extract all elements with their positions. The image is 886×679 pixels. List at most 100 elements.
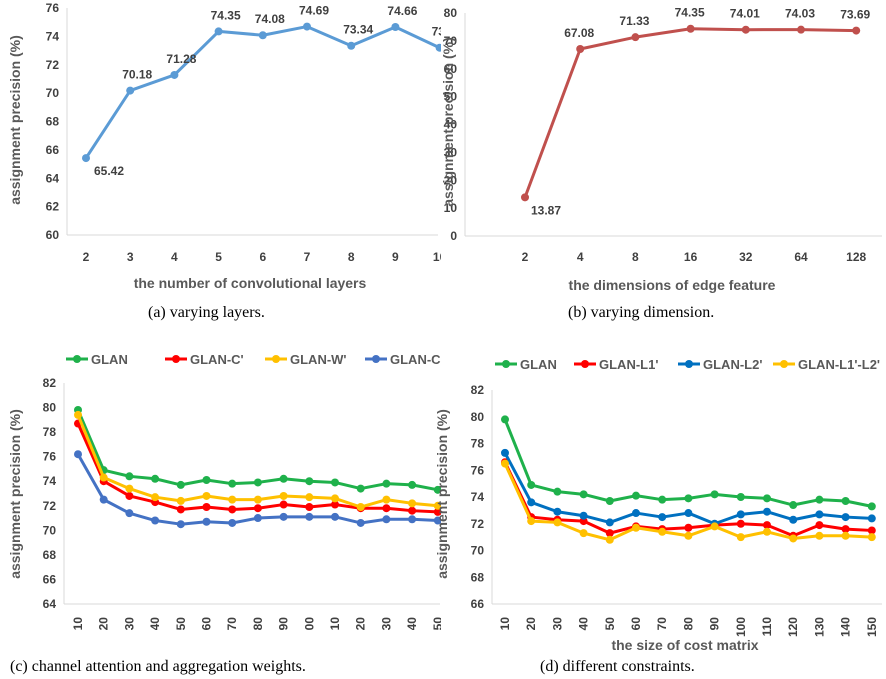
x-tick-label: 70 xyxy=(655,617,669,631)
y-tick-label: 70 xyxy=(46,86,60,100)
legend-entry: GLAN-C' xyxy=(165,352,244,367)
data-point xyxy=(356,484,365,493)
y-tick-label: 78 xyxy=(43,425,57,439)
y-tick-label: 74 xyxy=(471,490,485,504)
x-tick-label: 80 xyxy=(251,617,265,631)
data-point xyxy=(356,518,365,527)
data-point xyxy=(331,478,339,487)
data-point xyxy=(763,494,771,503)
series-line-1 xyxy=(523,27,857,198)
data-point xyxy=(74,410,82,419)
y-tick-label: 72 xyxy=(43,499,57,513)
chart-panel-3: 64 66 68 70 72 74 76 78 80 82 10 20 30 40 50 60 70 80 90 10… xyxy=(7,352,441,653)
x-tick-label: 150 xyxy=(865,617,879,637)
x-tick-label: 140 xyxy=(839,617,853,637)
data-label: 71.33 xyxy=(619,14,649,28)
y-tick-label: 78 xyxy=(471,437,485,451)
x-tick-label: 70 xyxy=(225,617,239,631)
data-point xyxy=(579,511,588,520)
y-tick-label: 64 xyxy=(43,597,57,611)
data-point xyxy=(867,526,876,535)
x-tick-label: 10 xyxy=(71,617,85,631)
data-point xyxy=(736,533,745,542)
x-axis-title: the size of cost matrix xyxy=(178,637,325,653)
x-tick-label: 4 xyxy=(171,250,178,264)
data-point xyxy=(331,494,339,503)
data-point xyxy=(228,479,237,488)
data-point xyxy=(789,515,798,524)
data-point xyxy=(433,516,441,525)
data-point xyxy=(408,506,417,515)
data-point xyxy=(815,521,824,530)
data-point xyxy=(347,41,356,50)
legend-entry: GLAN xyxy=(495,357,557,372)
data-point xyxy=(253,514,262,523)
x-tick-label: 2 xyxy=(83,250,90,264)
data-point xyxy=(632,509,640,518)
y-axis-title: assignment precision (%) xyxy=(440,37,456,207)
data-point xyxy=(176,496,185,505)
data-point xyxy=(605,529,614,538)
data-point xyxy=(815,531,824,540)
data-point xyxy=(228,495,237,504)
x-tick-label: 8 xyxy=(348,250,355,264)
y-tick-label: 50 xyxy=(444,90,458,104)
data-point xyxy=(382,515,391,524)
data-point xyxy=(632,523,640,532)
svg-text:GLAN-L1': GLAN-L1' xyxy=(599,357,658,372)
data-point xyxy=(170,70,179,79)
y-tick-label: 60 xyxy=(444,62,458,76)
data-label: 65.42 xyxy=(94,164,124,178)
data-point xyxy=(527,517,536,526)
x-tick-label: 50 xyxy=(174,617,188,631)
data-label: 73.2 xyxy=(432,25,456,39)
x-tick-label: 10 xyxy=(433,250,447,264)
data-point xyxy=(253,495,262,504)
svg-text:GLAN-C': GLAN-C' xyxy=(190,352,244,367)
data-point xyxy=(433,501,441,510)
data-point xyxy=(408,499,417,508)
data-point xyxy=(151,493,160,502)
chart-panel-1: 60 62 64 66 68 70 72 74 76 2 3 4 5 6 7 8 9 10 65.42 70.18 71… xyxy=(7,1,456,291)
chart-panel-4: 66 68 70 72 74 76 78 80 82 10 20 30 40 50 60 70 80 90 100 1… xyxy=(434,357,882,653)
y-axis-title: assignment precision (%) xyxy=(434,409,450,579)
chart-panel-2: 0 10 20 30 40 50 60 70 80 2 4 8 16 32 64 128 13.87 67.08 7… xyxy=(440,6,882,293)
y-tick-label: 76 xyxy=(46,1,60,15)
data-point xyxy=(331,500,339,509)
data-point xyxy=(356,503,365,512)
y-tick-label: 66 xyxy=(43,572,57,586)
x-tick-label: 64 xyxy=(794,250,808,264)
x-tick-label: 120 xyxy=(786,617,800,637)
data-point xyxy=(736,510,745,519)
data-point xyxy=(686,24,695,33)
data-point xyxy=(74,450,82,459)
data-label: 74.01 xyxy=(730,7,760,21)
data-point xyxy=(433,507,441,516)
y-tick-label: 30 xyxy=(444,145,458,159)
data-point xyxy=(176,520,185,529)
x-tick-label: 30 xyxy=(122,617,136,631)
y-tick-label: 80 xyxy=(43,401,57,415)
legend-entry: GLAN-W' xyxy=(265,352,347,367)
y-tick-label: 76 xyxy=(43,450,57,464)
x-tick-label: 20 xyxy=(97,617,111,631)
data-point xyxy=(841,497,850,506)
x-tick-label: 60 xyxy=(629,617,643,631)
x-tick-label: 7 xyxy=(304,250,311,264)
data-point xyxy=(501,448,509,457)
x-tick-label: 8 xyxy=(632,250,639,264)
data-point xyxy=(305,503,314,512)
x-tick-label: 140 xyxy=(405,617,419,637)
data-point xyxy=(501,415,509,424)
data-point xyxy=(710,490,719,499)
x-axis-title: the size of cost matrix xyxy=(611,637,758,653)
data-point xyxy=(553,487,562,496)
data-point xyxy=(99,495,108,504)
data-point xyxy=(99,473,108,482)
data-point xyxy=(553,507,562,516)
data-point xyxy=(382,479,391,488)
data-point xyxy=(82,154,90,163)
data-point xyxy=(797,25,805,34)
data-point xyxy=(527,498,536,507)
